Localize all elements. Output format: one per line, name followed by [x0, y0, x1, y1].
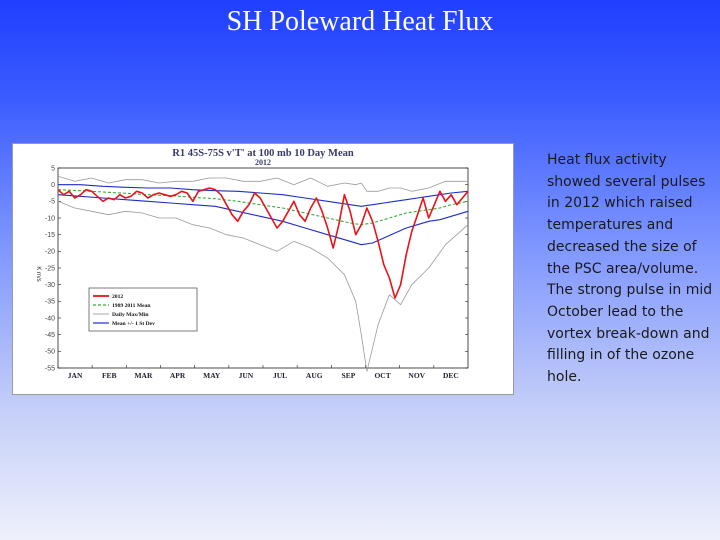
y-tick-label: -30 — [45, 282, 55, 289]
legend-label-maxmin: Daily Max/Min — [112, 312, 149, 318]
series-2012-line — [57, 187, 469, 299]
series-maxmin-line-upper — [57, 175, 468, 192]
x-tick-label: MAR — [134, 371, 152, 380]
y-tick-label: 5 — [51, 165, 55, 172]
x-tick-label: NOV — [408, 371, 425, 380]
y-tick-label: -15 — [45, 232, 55, 239]
y-tick-label: -20 — [45, 249, 55, 256]
y-tick-label: -35 — [45, 299, 55, 306]
chart-subtitle: 2012 — [255, 158, 271, 167]
legend-label-mean: 1989 2011 Mean — [112, 303, 151, 309]
x-tick-label: APR — [170, 371, 186, 380]
series-maxmin-line-lower — [57, 200, 469, 372]
y-tick-label: -40 — [45, 315, 55, 322]
x-tick-label: JAN — [68, 371, 83, 380]
legend: 2012 1989 2011 Mean Daily Max/Min Mean +… — [88, 287, 198, 332]
y-tick-label: -10 — [45, 215, 55, 222]
y-tick-label: -45 — [45, 332, 55, 339]
x-tick-label: FEB — [102, 371, 117, 380]
y-tick-label: -50 — [45, 349, 55, 356]
y-tick-label: 0 — [51, 182, 55, 189]
x-tick-label: AUG — [306, 371, 323, 380]
legend-label-2012: 2012 — [112, 294, 123, 300]
y-axis-label: K m/s — [35, 266, 41, 281]
x-tick-label: SEP — [342, 371, 356, 380]
chart-frame: R1 45S-75S v'T' at 100 mb 10 Day Mean 20… — [12, 143, 514, 395]
y-tick-label: -5 — [49, 199, 55, 206]
x-tick-label: JUL — [273, 371, 287, 380]
series-lines — [57, 175, 469, 372]
x-tick-label: OCT — [374, 371, 390, 380]
x-tick-label: MAY — [203, 371, 221, 380]
y-tick-label: -25 — [45, 265, 55, 272]
x-ticks: JAN FEB MAR APR MAY JUN JUL AUG SEP OCT NOV DEC — [57, 365, 459, 380]
y-tick-label: -55 — [45, 365, 55, 372]
legend-label-stdev: Mean +/- 1 St Dev — [112, 321, 155, 327]
y-ticks: 5 0 -5 -10 -15 -20 -25 -30 -35 -40 -45 -50 -55 — [45, 165, 468, 372]
x-tick-label: JUN — [239, 371, 254, 380]
chart-title: R1 45S-75S v'T' at 100 mb 10 Day Mean — [172, 148, 354, 159]
heat-flux-chart: R1 45S-75S v'T' at 100 mb 10 Day Mean 20… — [13, 144, 513, 394]
chart-background — [13, 144, 513, 394]
x-tick-label: DEC — [443, 371, 459, 380]
series-stdev-line-lower — [57, 194, 469, 246]
slide-title: SH Poleward Heat Flux — [226, 6, 494, 37]
description-text: Heat flux activity showed several pulses… — [547, 152, 713, 386]
